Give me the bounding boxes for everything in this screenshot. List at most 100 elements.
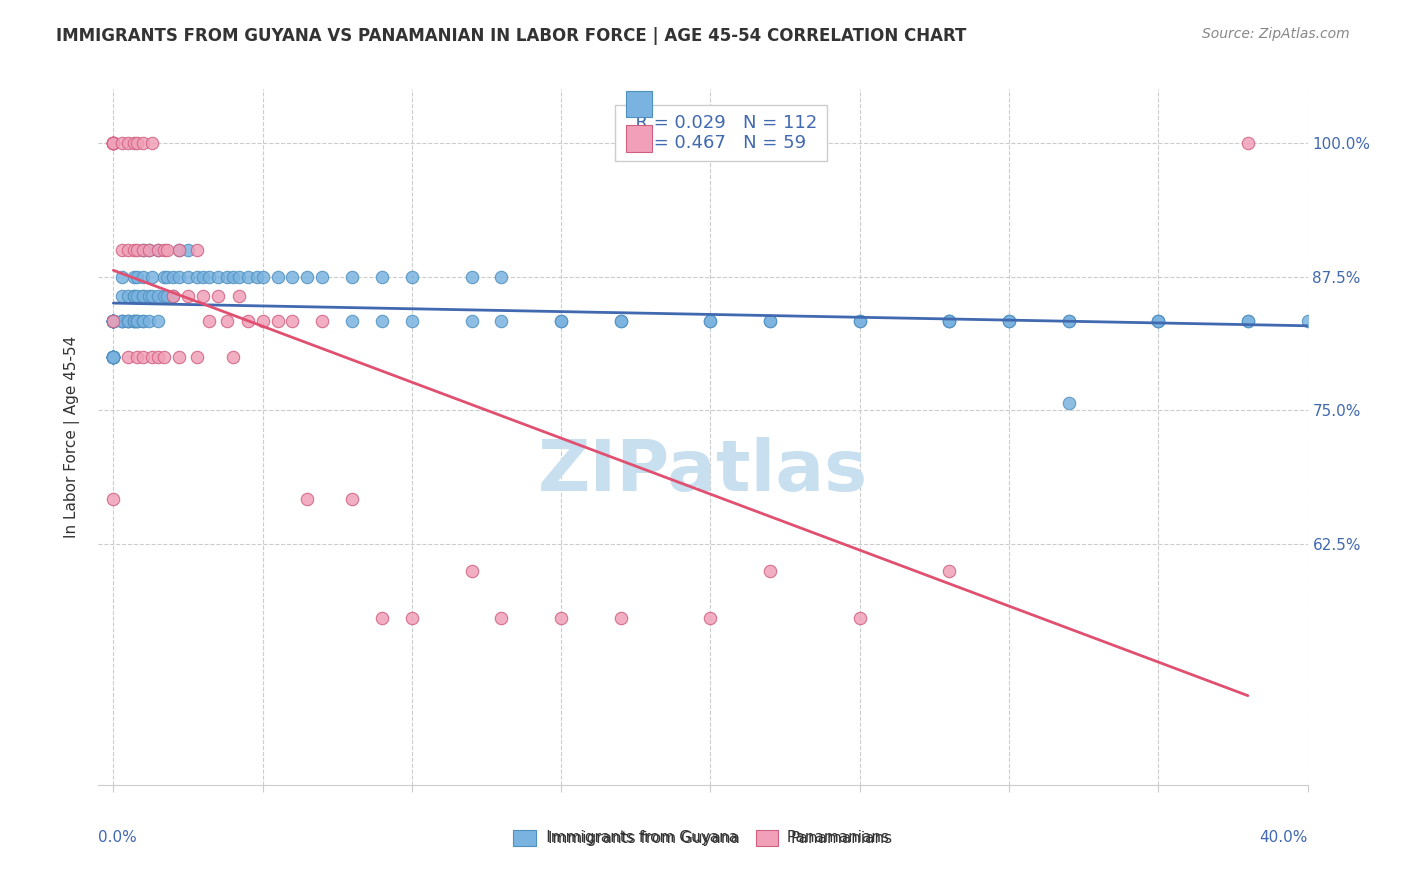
- Point: [111, 314, 134, 328]
- Point: [610, 314, 633, 328]
- Point: [371, 611, 394, 625]
- Point: [103, 314, 125, 328]
- Point: [998, 314, 1021, 328]
- Point: [138, 314, 160, 328]
- Point: [122, 289, 145, 303]
- Point: [146, 243, 169, 257]
- Point: [117, 314, 139, 328]
- Point: [103, 136, 125, 150]
- Point: [103, 350, 125, 364]
- Point: [371, 269, 394, 284]
- Text: ZIPatlas: ZIPatlas: [538, 437, 868, 507]
- Point: [153, 289, 176, 303]
- Point: [460, 269, 482, 284]
- FancyBboxPatch shape: [626, 126, 652, 152]
- Point: [103, 314, 125, 328]
- Point: [167, 243, 190, 257]
- Point: [146, 289, 169, 303]
- Text: R = 0.029   N = 112
  R = 0.467   N = 59: R = 0.029 N = 112 R = 0.467 N = 59: [624, 113, 818, 153]
- Point: [699, 314, 721, 328]
- Point: [117, 243, 139, 257]
- Point: [122, 314, 145, 328]
- Point: [117, 136, 139, 150]
- Point: [236, 314, 259, 328]
- Point: [103, 136, 125, 150]
- Point: [222, 350, 245, 364]
- Point: [153, 243, 176, 257]
- Point: [491, 269, 513, 284]
- Point: [103, 314, 125, 328]
- Point: [132, 243, 155, 257]
- Point: [103, 350, 125, 364]
- Point: [699, 611, 721, 625]
- Point: [491, 314, 513, 328]
- Point: [141, 136, 163, 150]
- Point: [111, 136, 134, 150]
- Point: [491, 611, 513, 625]
- Point: [198, 269, 221, 284]
- Point: [1057, 314, 1080, 328]
- Point: [132, 289, 155, 303]
- Point: [177, 289, 200, 303]
- Point: [141, 289, 163, 303]
- Point: [252, 269, 274, 284]
- Point: [1147, 314, 1170, 328]
- Point: [122, 136, 145, 150]
- Point: [246, 269, 269, 284]
- Point: [1237, 314, 1260, 328]
- Point: [1057, 396, 1080, 410]
- Point: [177, 243, 200, 257]
- Point: [103, 314, 125, 328]
- Point: [141, 269, 163, 284]
- Point: [460, 564, 482, 578]
- Point: [103, 136, 125, 150]
- Point: [550, 314, 572, 328]
- Point: [848, 314, 870, 328]
- Point: [122, 289, 145, 303]
- Point: [167, 350, 190, 364]
- Point: [117, 314, 139, 328]
- Point: [132, 314, 155, 328]
- Point: [103, 350, 125, 364]
- Text: IMMIGRANTS FROM GUYANA VS PANAMANIAN IN LABOR FORCE | AGE 45-54 CORRELATION CHAR: IMMIGRANTS FROM GUYANA VS PANAMANIAN IN …: [56, 27, 966, 45]
- Point: [146, 314, 169, 328]
- Point: [550, 314, 572, 328]
- Point: [111, 314, 134, 328]
- Point: [340, 492, 363, 507]
- Point: [156, 289, 179, 303]
- Point: [153, 269, 176, 284]
- Point: [127, 289, 149, 303]
- Point: [222, 269, 245, 284]
- Point: [191, 289, 214, 303]
- Point: [998, 314, 1021, 328]
- Point: [252, 314, 274, 328]
- Point: [460, 314, 482, 328]
- Point: [132, 289, 155, 303]
- Point: [266, 314, 288, 328]
- FancyBboxPatch shape: [626, 91, 652, 117]
- Point: [103, 314, 125, 328]
- Point: [228, 269, 250, 284]
- Point: [103, 136, 125, 150]
- Point: [938, 564, 960, 578]
- Point: [156, 243, 179, 257]
- Point: [117, 314, 139, 328]
- Point: [132, 314, 155, 328]
- Point: [103, 314, 125, 328]
- Point: [610, 611, 633, 625]
- Point: [111, 289, 134, 303]
- Point: [759, 314, 782, 328]
- Point: [103, 350, 125, 364]
- Point: [167, 269, 190, 284]
- Point: [162, 289, 184, 303]
- Point: [401, 314, 423, 328]
- Point: [167, 243, 190, 257]
- Point: [141, 350, 163, 364]
- Point: [207, 269, 229, 284]
- Point: [311, 269, 333, 284]
- Point: [132, 269, 155, 284]
- Point: [127, 314, 149, 328]
- Point: [177, 269, 200, 284]
- Point: [122, 269, 145, 284]
- Point: [401, 269, 423, 284]
